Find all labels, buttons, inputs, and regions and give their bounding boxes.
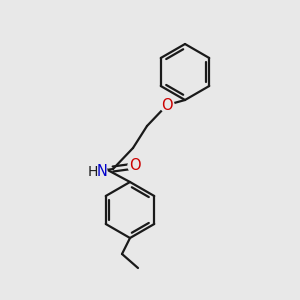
- Circle shape: [160, 98, 174, 112]
- Text: O: O: [161, 98, 173, 112]
- Text: H: H: [88, 165, 98, 179]
- Text: N: N: [97, 164, 107, 179]
- Circle shape: [85, 161, 107, 183]
- Circle shape: [128, 159, 142, 173]
- Text: O: O: [129, 158, 141, 173]
